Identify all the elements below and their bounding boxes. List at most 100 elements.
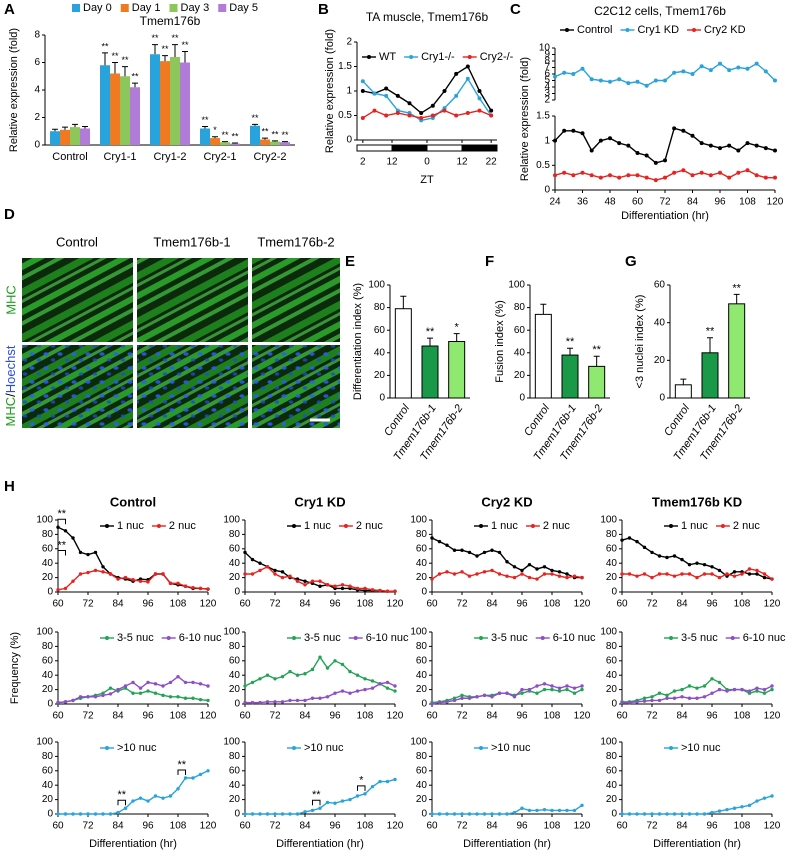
data-point: [116, 687, 120, 692]
data-point: [138, 691, 143, 695]
data-point: [176, 581, 180, 586]
data-point: [161, 684, 165, 688]
data-point: [617, 175, 622, 180]
data-point: [265, 673, 270, 677]
data-point: [360, 79, 365, 84]
data-point: [653, 78, 658, 83]
y-tick-label: 40: [514, 347, 526, 358]
x-tick-label: 48: [604, 197, 616, 208]
data-point: [550, 572, 554, 576]
data-point: [445, 570, 449, 574]
y-tick-label: 60: [416, 543, 428, 554]
y-tick-label: 0: [519, 393, 525, 404]
x-tick-label: 96: [329, 821, 341, 832]
data-point: [153, 572, 158, 576]
data-point: [407, 113, 412, 118]
data-point: [370, 686, 375, 690]
x-tick-label: 84: [486, 599, 498, 610]
data-point: [183, 680, 188, 685]
x-tick-label: 84: [112, 711, 124, 722]
y-tick-label: 20: [514, 370, 526, 381]
x-tick-label: 84: [676, 821, 688, 832]
x-tick-label: 60: [52, 599, 64, 610]
bar: [674, 384, 692, 399]
data-point: [644, 83, 649, 88]
data-point: [161, 693, 165, 698]
data-point: [452, 572, 457, 576]
data-point: [318, 584, 322, 588]
data-point: [565, 572, 569, 576]
y-tick-label: 100: [410, 627, 427, 638]
panel-letter: B: [318, 1, 329, 18]
y-tick-label: 80: [416, 641, 428, 652]
x-tick-label: 120: [574, 711, 591, 722]
data-point: [442, 108, 447, 113]
data-point: [78, 550, 83, 555]
data-point: [370, 679, 375, 683]
x-tick-label: 60: [52, 821, 64, 832]
y-tick-label: 20: [42, 572, 54, 583]
data-point: [695, 696, 699, 700]
data-point: [303, 672, 307, 676]
bar: [130, 87, 140, 145]
y-tick-label: 40: [416, 780, 428, 791]
data-point: [430, 812, 434, 816]
significance-label: **: [121, 55, 129, 65]
series-line: [362, 65, 492, 114]
x-tick-label: 108: [544, 821, 561, 832]
y-tick-label: 40: [606, 670, 618, 681]
data-point: [265, 812, 270, 816]
y-tick-label: 40: [229, 558, 241, 569]
significance-label: **: [201, 115, 209, 125]
data-point: [512, 695, 517, 699]
y-tick-label: 100: [36, 737, 53, 748]
data-point: [710, 810, 714, 815]
data-point: [108, 692, 113, 696]
significance-bracket: [57, 518, 66, 525]
data-point: [78, 572, 83, 576]
series-line: [554, 127, 776, 164]
y-tick-label: 2: [346, 37, 352, 48]
data-point: [490, 695, 494, 699]
y-tick-label: 9: [544, 49, 550, 60]
data-point: [736, 148, 741, 153]
data-point: [702, 812, 707, 816]
data-point: [348, 669, 352, 674]
data-point: [86, 695, 90, 699]
y-tick-label: 100: [600, 627, 617, 638]
data-point: [360, 89, 365, 93]
data-point: [395, 93, 400, 98]
data-point: [93, 812, 98, 816]
data-point: [542, 565, 547, 569]
x-tick-label: 120: [200, 711, 217, 722]
data-point: [475, 695, 479, 699]
y-tick-label: 100: [36, 627, 53, 638]
x-tick-label: 72: [269, 821, 281, 832]
data-point: [663, 158, 667, 163]
y-tick-label: 0: [47, 699, 53, 710]
data-point: [740, 572, 744, 576]
significance-label: **: [221, 130, 229, 140]
y-tick-label: 60: [42, 655, 54, 666]
data-point: [131, 578, 135, 582]
legend-marker: [292, 636, 296, 640]
legend-swatch: [72, 4, 80, 12]
x-tick-label: 84: [676, 599, 688, 610]
data-point: [687, 696, 692, 700]
y-tick-label: 0: [421, 587, 427, 598]
data-point: [535, 691, 539, 695]
data-point: [717, 568, 722, 573]
significance-label: **: [271, 129, 279, 139]
data-point: [535, 808, 539, 813]
data-point: [258, 677, 262, 681]
legend-marker: [105, 524, 109, 528]
y-tick-label: 0: [611, 699, 617, 710]
x-tick-label: 96: [142, 599, 154, 610]
data-point: [372, 108, 377, 113]
significance-label: **: [261, 127, 269, 137]
y-tick-label: 100: [223, 515, 240, 526]
data-point: [717, 575, 722, 580]
data-point: [288, 812, 292, 816]
y-tick-label: 4: [544, 82, 550, 93]
data-point: [333, 801, 337, 805]
